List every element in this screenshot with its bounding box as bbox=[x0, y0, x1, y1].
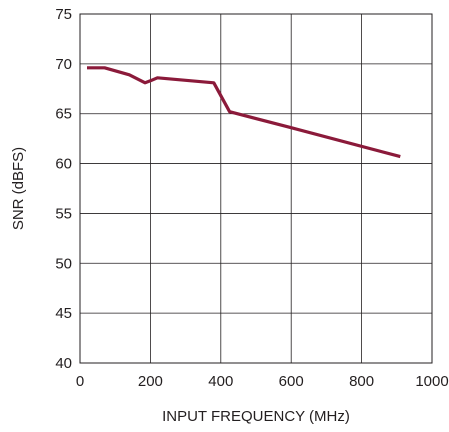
y-tick-labels: 40 45 50 55 60 65 70 75 bbox=[55, 6, 72, 372]
y-tick-label: 45 bbox=[55, 305, 72, 322]
y-tick-label: 55 bbox=[55, 205, 72, 222]
grid bbox=[80, 14, 432, 363]
y-tick-label: 65 bbox=[55, 106, 72, 123]
x-tick-label: 0 bbox=[76, 373, 84, 390]
y-tick-label: 40 bbox=[55, 355, 72, 372]
x-tick-label: 200 bbox=[138, 373, 163, 390]
y-axis-label: SNR (dBFS) bbox=[10, 147, 27, 230]
x-axis-label: INPUT FREQUENCY (MHz) bbox=[162, 408, 350, 425]
y-tick-label: 75 bbox=[55, 6, 72, 23]
x-tick-label: 400 bbox=[208, 373, 233, 390]
x-tick-label: 800 bbox=[349, 373, 374, 390]
x-tick-labels: 0 200 400 600 800 1000 bbox=[76, 373, 449, 390]
snr-series-line bbox=[87, 66, 401, 159]
plot-frame bbox=[79, 13, 433, 364]
y-tick-label: 50 bbox=[55, 255, 72, 272]
x-tick-label: 1000 bbox=[415, 373, 448, 390]
y-tick-label: 60 bbox=[55, 156, 72, 173]
x-tick-label: 600 bbox=[279, 373, 304, 390]
y-tick-label: 70 bbox=[55, 56, 72, 73]
series-layer bbox=[87, 66, 401, 159]
